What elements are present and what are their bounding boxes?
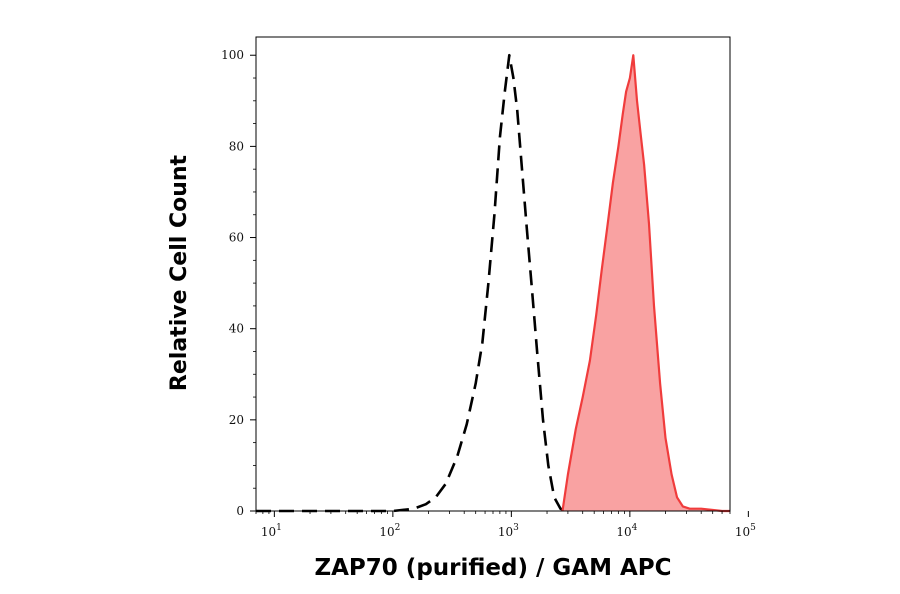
series-0-dashed-line	[256, 53, 569, 513]
y-axis-title: Relative Cell Count	[167, 154, 192, 391]
x-tick-label: 103	[498, 523, 519, 539]
series-layer	[256, 53, 730, 513]
series-1-fill	[562, 55, 730, 511]
y-tick-label: 100	[221, 48, 244, 62]
y-tick-label: 40	[229, 322, 244, 336]
y-tick-label: 20	[229, 413, 244, 427]
series-1-line	[561, 54, 730, 513]
x-tick-label: 101	[261, 523, 282, 539]
x-tick-label: 104	[616, 523, 637, 539]
x-axis-title: ZAP70 (purified) / GAM APC	[314, 555, 671, 581]
y-tick-label: 80	[229, 139, 244, 153]
ticks-layer: 101 102 103 104 105 0 20 40 60 80 100	[221, 48, 756, 539]
y-tick-label: 0	[236, 504, 244, 518]
x-tick-label: 105	[735, 523, 756, 539]
x-tick-label: 102	[379, 523, 400, 539]
y-tick-label: 60	[229, 231, 244, 245]
